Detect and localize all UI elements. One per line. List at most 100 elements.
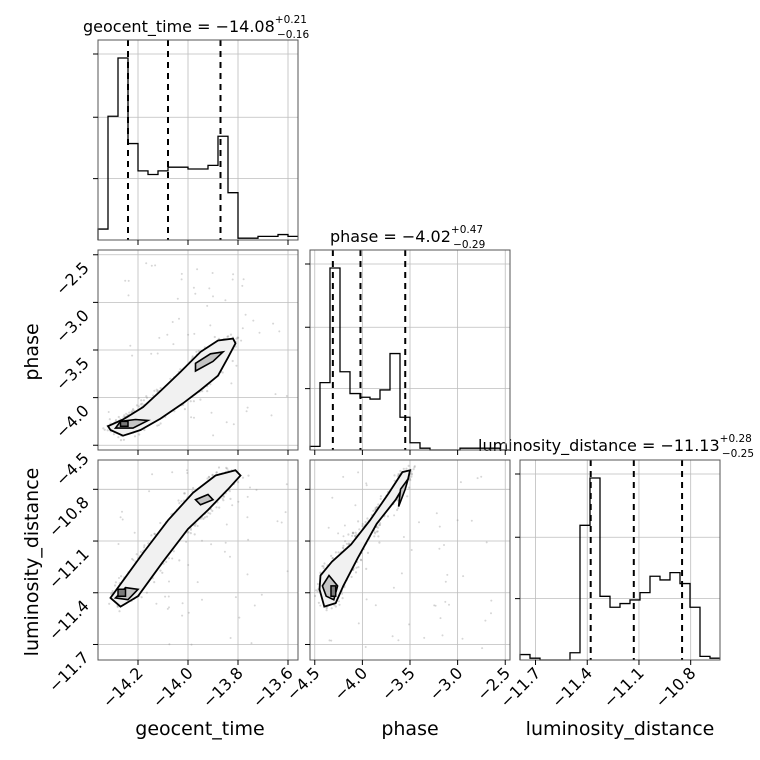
sample-point	[132, 408, 135, 411]
sample-point	[196, 524, 199, 528]
sample-point	[246, 495, 249, 498]
sample-point	[193, 416, 195, 419]
sample-point	[372, 509, 375, 512]
x-tick-label-phase: −4.0	[330, 663, 371, 704]
sample-point	[183, 492, 186, 495]
sample-point	[334, 551, 337, 554]
sample-point	[137, 397, 140, 400]
sample-point	[131, 557, 134, 561]
sample-point	[194, 292, 197, 295]
title-luminosity-distance-minus: −0.25	[722, 448, 754, 460]
histogram-panel-geocent-time	[93, 39, 299, 245]
sample-point	[194, 524, 197, 527]
sample-point	[172, 343, 175, 346]
sample-point	[408, 486, 411, 489]
sample-point	[345, 542, 348, 545]
sample-point	[212, 295, 214, 298]
title-luminosity-distance-plus: +0.28	[720, 433, 752, 445]
sample-point	[171, 471, 174, 474]
sample-point	[156, 424, 159, 427]
sample-point	[226, 467, 229, 470]
sample-point	[201, 390, 204, 393]
contour-middle-small	[194, 493, 215, 506]
sample-point	[157, 424, 160, 427]
sample-point	[365, 484, 368, 487]
sample-point	[331, 557, 334, 560]
contour-outer	[318, 469, 412, 608]
sample-point	[252, 319, 255, 322]
sample-point	[330, 554, 333, 558]
sample-point	[155, 388, 158, 391]
sample-point	[255, 488, 258, 491]
sample-point	[441, 634, 444, 637]
sample-point	[113, 584, 117, 587]
sample-point	[145, 396, 149, 399]
sample-point	[110, 592, 113, 595]
sample-point	[253, 604, 256, 607]
sample-point	[237, 500, 240, 503]
sample-point	[215, 506, 218, 509]
title-geocent-time: geocent_time = −14.08+0.21 −0.16	[83, 14, 309, 41]
contour-inner	[330, 585, 337, 597]
sample-point	[159, 521, 162, 525]
sample-point	[124, 279, 127, 282]
sample-point	[178, 559, 181, 562]
sample-point	[342, 547, 345, 550]
sample-point	[231, 278, 234, 281]
sample-point	[159, 569, 162, 572]
sample-point	[392, 586, 395, 589]
sample-point	[185, 540, 188, 543]
sample-point	[210, 543, 213, 546]
sample-point	[391, 635, 394, 638]
sample-point	[203, 516, 206, 519]
sample-point	[375, 506, 378, 509]
sample-point	[143, 544, 146, 547]
x-tick-label-phase: −3.0	[426, 663, 467, 704]
histogram-panel-phase	[305, 249, 511, 455]
sample-point	[125, 412, 128, 415]
sample-point	[322, 567, 325, 570]
title-phase-plus: +0.47	[451, 224, 483, 236]
sample-point	[186, 469, 188, 472]
sample-point	[397, 507, 400, 510]
grid-lines	[520, 460, 720, 660]
sample-point	[241, 327, 244, 330]
sample-point	[180, 272, 183, 275]
sample-point	[365, 482, 368, 485]
sample-point	[374, 604, 377, 607]
sample-point	[412, 468, 415, 471]
sample-point	[107, 411, 110, 413]
sample-point	[315, 589, 318, 592]
sample-point	[121, 518, 124, 521]
sample-point	[135, 404, 139, 407]
sample-point	[364, 646, 367, 648]
sample-point	[137, 405, 140, 408]
sample-point	[410, 473, 414, 476]
sample-point	[187, 333, 190, 336]
sample-point	[158, 336, 161, 339]
x-tick-label-luminosity-distance: −11.1	[600, 663, 648, 711]
sample-point	[123, 414, 126, 417]
sample-point	[481, 647, 484, 650]
sample-point	[114, 418, 118, 422]
sample-point	[142, 399, 145, 402]
sample-point	[156, 352, 159, 355]
sample-point	[490, 612, 492, 615]
sample-point	[166, 607, 169, 610]
sample-point	[106, 429, 109, 432]
sample-point	[154, 264, 157, 267]
sample-point	[314, 594, 317, 598]
sample-point	[225, 466, 228, 469]
sample-point	[347, 542, 350, 545]
sample-point	[178, 317, 180, 320]
scatter-panel-phase-vs-geocent-time: −4.5 −4.0 −3.5 −3.0 −2.5	[52, 249, 299, 490]
sample-point	[396, 499, 399, 502]
sample-point	[374, 506, 377, 510]
y-tick-label-phase: −4.0	[52, 401, 93, 442]
sample-point	[196, 268, 199, 271]
contour-middle2	[194, 350, 226, 373]
sample-point	[117, 415, 120, 419]
sample-point	[333, 604, 336, 607]
sample-point	[480, 475, 483, 478]
sample-point	[234, 345, 237, 348]
